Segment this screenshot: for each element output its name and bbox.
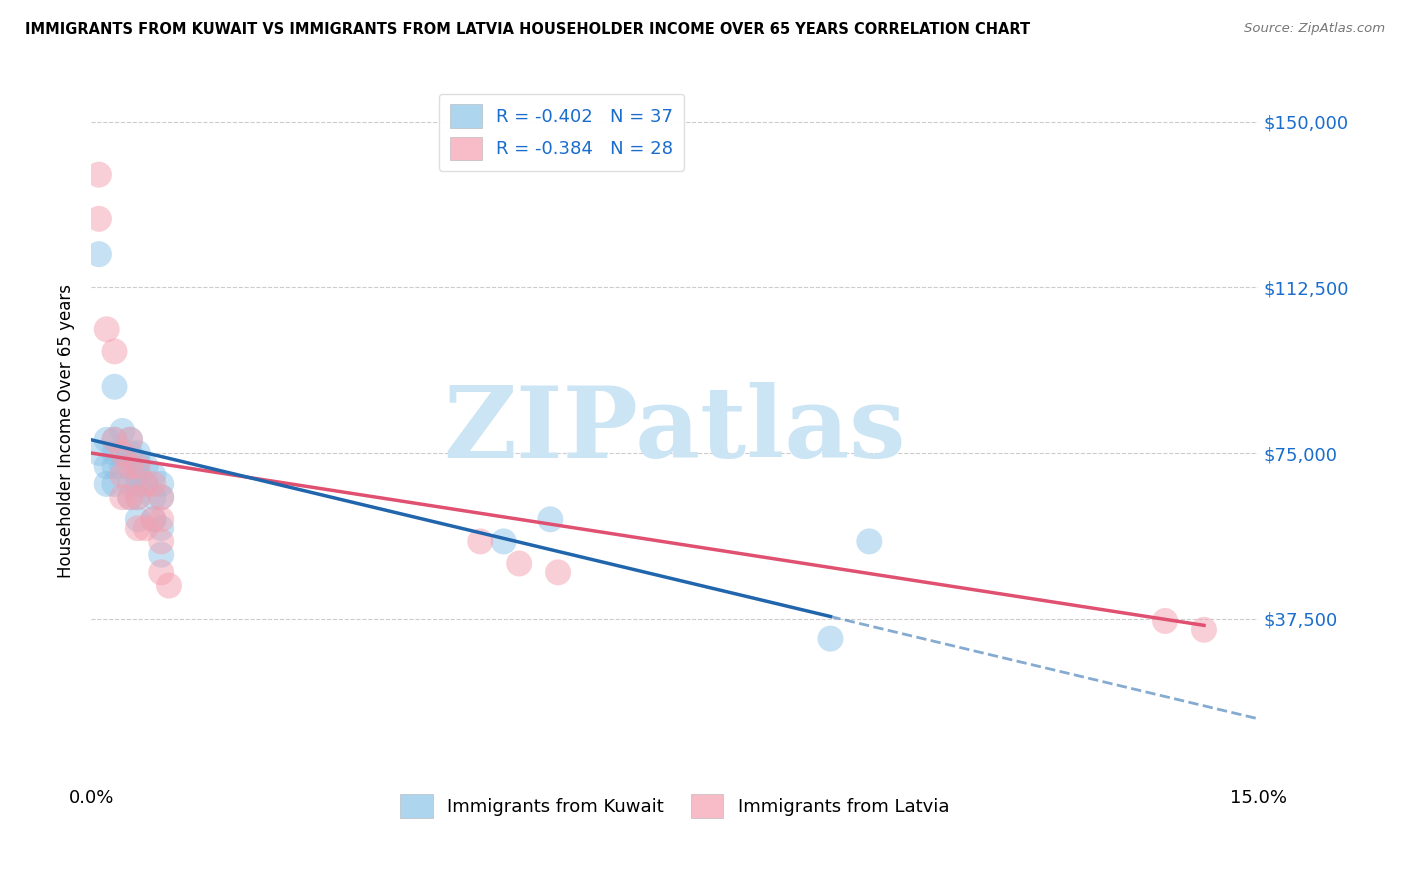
Point	[157, 578, 180, 592]
Point	[103, 459, 125, 474]
Point	[120, 490, 142, 504]
Point	[820, 632, 842, 646]
Point	[150, 566, 173, 580]
Point	[120, 446, 142, 460]
Point	[508, 557, 530, 571]
Point	[150, 477, 173, 491]
Point	[120, 433, 142, 447]
Point	[120, 459, 142, 474]
Y-axis label: Householder Income Over 65 years: Householder Income Over 65 years	[58, 284, 75, 578]
Legend: Immigrants from Kuwait, Immigrants from Latvia: Immigrants from Kuwait, Immigrants from …	[392, 788, 956, 825]
Point	[142, 468, 165, 483]
Point	[150, 490, 173, 504]
Point	[87, 247, 110, 261]
Point	[103, 433, 125, 447]
Point	[103, 477, 125, 491]
Point	[111, 459, 134, 474]
Point	[111, 424, 134, 438]
Point	[120, 477, 142, 491]
Point	[111, 468, 134, 483]
Point	[470, 534, 492, 549]
Point	[150, 490, 173, 504]
Point	[127, 521, 149, 535]
Point	[127, 490, 149, 504]
Point	[87, 211, 110, 226]
Point	[1192, 623, 1215, 637]
Point	[103, 380, 125, 394]
Text: IMMIGRANTS FROM KUWAIT VS IMMIGRANTS FROM LATVIA HOUSEHOLDER INCOME OVER 65 YEAR: IMMIGRANTS FROM KUWAIT VS IMMIGRANTS FRO…	[25, 22, 1031, 37]
Point	[150, 521, 173, 535]
Point	[127, 455, 149, 469]
Text: Source: ZipAtlas.com: Source: ZipAtlas.com	[1244, 22, 1385, 36]
Point	[142, 512, 165, 526]
Point	[127, 490, 149, 504]
Point	[96, 322, 118, 336]
Point	[87, 446, 110, 460]
Point	[120, 459, 142, 474]
Point	[492, 534, 515, 549]
Point	[96, 477, 118, 491]
Point	[135, 477, 157, 491]
Point	[135, 477, 157, 491]
Point	[858, 534, 880, 549]
Point	[127, 468, 149, 483]
Point	[103, 446, 125, 460]
Point	[96, 459, 118, 474]
Point	[135, 521, 157, 535]
Point	[103, 344, 125, 359]
Point	[103, 433, 125, 447]
Point	[142, 477, 165, 491]
Point	[127, 477, 149, 491]
Point	[127, 459, 149, 474]
Point	[127, 512, 149, 526]
Point	[1154, 614, 1177, 628]
Point	[87, 168, 110, 182]
Point	[111, 490, 134, 504]
Point	[538, 512, 561, 526]
Point	[150, 512, 173, 526]
Point	[127, 446, 149, 460]
Point	[96, 433, 118, 447]
Point	[150, 548, 173, 562]
Point	[547, 566, 569, 580]
Point	[111, 446, 134, 460]
Text: ZIPatlas: ZIPatlas	[443, 383, 905, 479]
Point	[142, 512, 165, 526]
Point	[142, 490, 165, 504]
Point	[120, 490, 142, 504]
Point	[120, 433, 142, 447]
Point	[135, 459, 157, 474]
Point	[111, 446, 134, 460]
Point	[150, 534, 173, 549]
